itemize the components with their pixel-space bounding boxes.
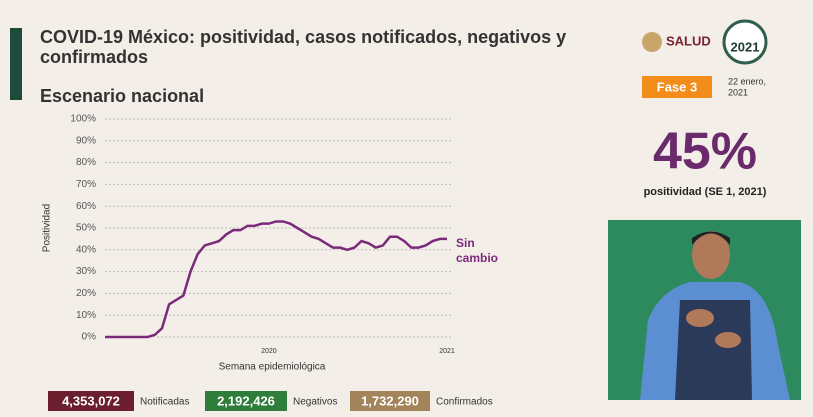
y-tick-label: 10% <box>76 310 96 321</box>
date: 2021 <box>728 87 748 97</box>
year-badge: 2021 <box>731 39 760 54</box>
person-hand <box>686 309 714 327</box>
counter-label: Notificadas <box>140 397 189 408</box>
y-tick-label: 80% <box>76 157 96 168</box>
counter-label: Negativos <box>293 397 337 408</box>
logo-seal <box>642 32 662 52</box>
person-vest <box>675 300 752 400</box>
title-line: confirmados <box>40 47 148 67</box>
y-tick-label: 90% <box>76 135 96 146</box>
counter-value: 4,353,072 <box>62 393 120 408</box>
phase: Fase 3 <box>657 79 697 94</box>
counter-label: Confirmados <box>436 397 493 408</box>
counter-box <box>205 391 287 411</box>
y-tick-label: 40% <box>76 244 96 255</box>
title-line: COVID-19 México: positividad, casos noti… <box>40 27 566 47</box>
y-tick-label: 30% <box>76 266 96 277</box>
phase-box <box>642 76 712 98</box>
y-tick-label: 20% <box>76 288 96 299</box>
date: 22 enero, <box>728 76 766 86</box>
y-axis-label: Positividad <box>42 204 53 252</box>
annotation: Sin cambio <box>456 236 498 265</box>
person-hand <box>715 332 741 348</box>
accent-bar <box>10 28 22 100</box>
y-tick-label: 100% <box>70 114 96 125</box>
y-tick-label: 0% <box>82 332 97 343</box>
x-tick-label: 2020 <box>261 348 277 355</box>
counter-value: 2,192,426 <box>217 393 275 408</box>
counter-value: 1,732,290 <box>361 393 419 408</box>
highlight-value: 45% <box>653 123 757 181</box>
counter-box <box>350 391 430 411</box>
x-axis-label: Semana epidemiológica <box>219 362 326 373</box>
y-tick-label: 50% <box>76 223 96 234</box>
counter-box <box>48 391 134 411</box>
subtitle: Escenario nacional <box>40 86 204 106</box>
y-tick-label: 70% <box>76 179 96 190</box>
person-head <box>692 231 730 279</box>
y-tick-label: 60% <box>76 201 96 212</box>
x-tick-label: 2021 <box>439 348 455 355</box>
logo: SALUD <box>666 33 711 48</box>
video <box>608 220 801 400</box>
series-line <box>105 220 447 339</box>
highlight-caption: positividad (SE 1, 2021) <box>644 186 767 198</box>
badge <box>722 19 768 65</box>
person-hair <box>692 231 730 245</box>
